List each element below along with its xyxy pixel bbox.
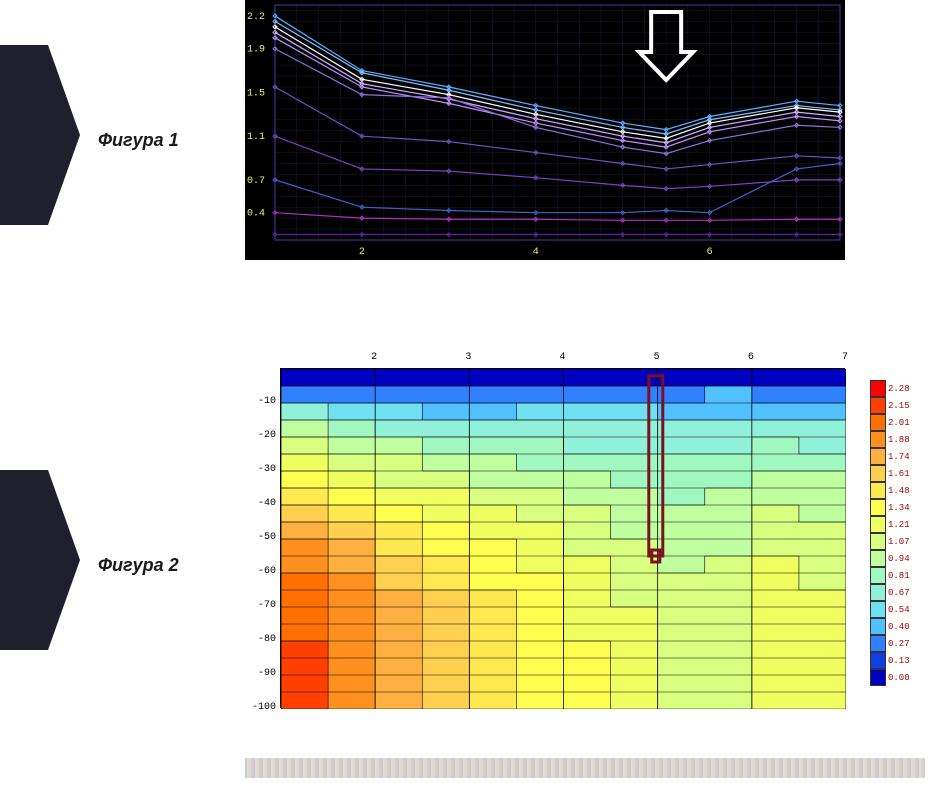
y-tick: -100 — [250, 702, 276, 713]
svg-text:0.7: 0.7 — [247, 176, 265, 187]
legend-row: 0.40 — [870, 618, 925, 635]
noise-strip — [245, 758, 925, 778]
legend-row: 1.34 — [870, 499, 925, 516]
legend-swatch — [870, 448, 886, 465]
legend-value: 0.27 — [888, 639, 910, 649]
svg-text:0.4: 0.4 — [247, 209, 265, 220]
y-tick: -40 — [250, 498, 276, 509]
legend-swatch — [870, 618, 886, 635]
pentagon-marker-1 — [0, 45, 80, 225]
x-tick: 6 — [748, 352, 754, 363]
svg-text:6: 6 — [707, 247, 713, 258]
legend-value: 1.61 — [888, 469, 910, 479]
legend-value: 0.54 — [888, 605, 910, 615]
legend-row: 1.61 — [870, 465, 925, 482]
legend-row: 2.15 — [870, 397, 925, 414]
figure2-legend: 2.28 2.15 2.01 1.88 1.74 1.61 1.48 1.34 1.21 1.07… — [870, 380, 925, 686]
legend-swatch — [870, 516, 886, 533]
legend-value: 2.15 — [888, 401, 910, 411]
legend-swatch — [870, 482, 886, 499]
legend-row: 1.74 — [870, 448, 925, 465]
legend-row: 0.67 — [870, 584, 925, 601]
pentagon-shape — [0, 45, 80, 225]
legend-swatch — [870, 601, 886, 618]
x-tick: 7 — [842, 352, 848, 363]
legend-row: 0.13 — [870, 652, 925, 669]
legend-value: 0.81 — [888, 571, 910, 581]
legend-swatch — [870, 567, 886, 584]
pentagon-marker-2 — [0, 470, 80, 650]
legend-row: 1.88 — [870, 431, 925, 448]
legend-swatch — [870, 465, 886, 482]
y-tick: -30 — [250, 464, 276, 475]
legend-value: 1.07 — [888, 537, 910, 547]
legend-value: 1.34 — [888, 503, 910, 513]
legend-swatch — [870, 380, 886, 397]
legend-swatch — [870, 499, 886, 516]
legend-row: 2.28 — [870, 380, 925, 397]
legend-row: 1.21 — [870, 516, 925, 533]
legend-value: 2.01 — [888, 418, 910, 428]
figure2-chart: 2.28 2.15 2.01 1.88 1.74 1.61 1.48 1.34 1.21 1.07… — [245, 350, 925, 720]
figure1-label: Фигура 1 — [98, 130, 179, 151]
svg-text:2: 2 — [359, 247, 365, 258]
figure1-chart: 0.4 0.7 1.1 1.5 1.9 2.2 2 4 6 — [245, 0, 845, 260]
legend-swatch — [870, 584, 886, 601]
legend-swatch — [870, 431, 886, 448]
svg-text:1.9: 1.9 — [247, 45, 265, 56]
legend-row: 0.27 — [870, 635, 925, 652]
legend-value: 1.21 — [888, 520, 910, 530]
pentagon-shape — [0, 470, 80, 650]
x-tick: 2 — [371, 352, 377, 363]
x-tick: 4 — [560, 352, 566, 363]
y-tick: -20 — [250, 430, 276, 441]
svg-text:1.1: 1.1 — [247, 132, 265, 143]
legend-value: 0.94 — [888, 554, 910, 564]
svg-text:4: 4 — [533, 247, 539, 258]
legend-swatch — [870, 397, 886, 414]
y-tick: -50 — [250, 532, 276, 543]
legend-swatch — [870, 635, 886, 652]
legend-value: 0.13 — [888, 656, 910, 666]
svg-text:2.2: 2.2 — [247, 12, 265, 23]
legend-swatch — [870, 669, 886, 686]
y-tick: -10 — [250, 396, 276, 407]
y-tick: -80 — [250, 634, 276, 645]
legend-swatch — [870, 414, 886, 431]
y-tick: -60 — [250, 566, 276, 577]
legend-row: 0.54 — [870, 601, 925, 618]
legend-value: 0.67 — [888, 588, 910, 598]
figure2-label: Фигура 2 — [98, 555, 179, 576]
legend-value: 1.48 — [888, 486, 910, 496]
y-tick: -70 — [250, 600, 276, 611]
legend-row: 2.01 — [870, 414, 925, 431]
legend-value: 0.40 — [888, 622, 910, 632]
legend-swatch — [870, 652, 886, 669]
legend-row: 1.48 — [870, 482, 925, 499]
legend-row: 1.07 — [870, 533, 925, 550]
legend-swatch — [870, 533, 886, 550]
legend-value: 1.88 — [888, 435, 910, 445]
y-tick: -90 — [250, 668, 276, 679]
legend-value: 2.28 — [888, 384, 910, 394]
legend-value: 1.74 — [888, 452, 910, 462]
legend-row: 0.81 — [870, 567, 925, 584]
x-tick: 3 — [465, 352, 471, 363]
legend-value: 0.00 — [888, 673, 910, 683]
legend-row: 0.00 — [870, 669, 925, 686]
legend-swatch — [870, 550, 886, 567]
x-tick: 5 — [654, 352, 660, 363]
svg-text:1.5: 1.5 — [247, 88, 265, 99]
legend-row: 0.94 — [870, 550, 925, 567]
